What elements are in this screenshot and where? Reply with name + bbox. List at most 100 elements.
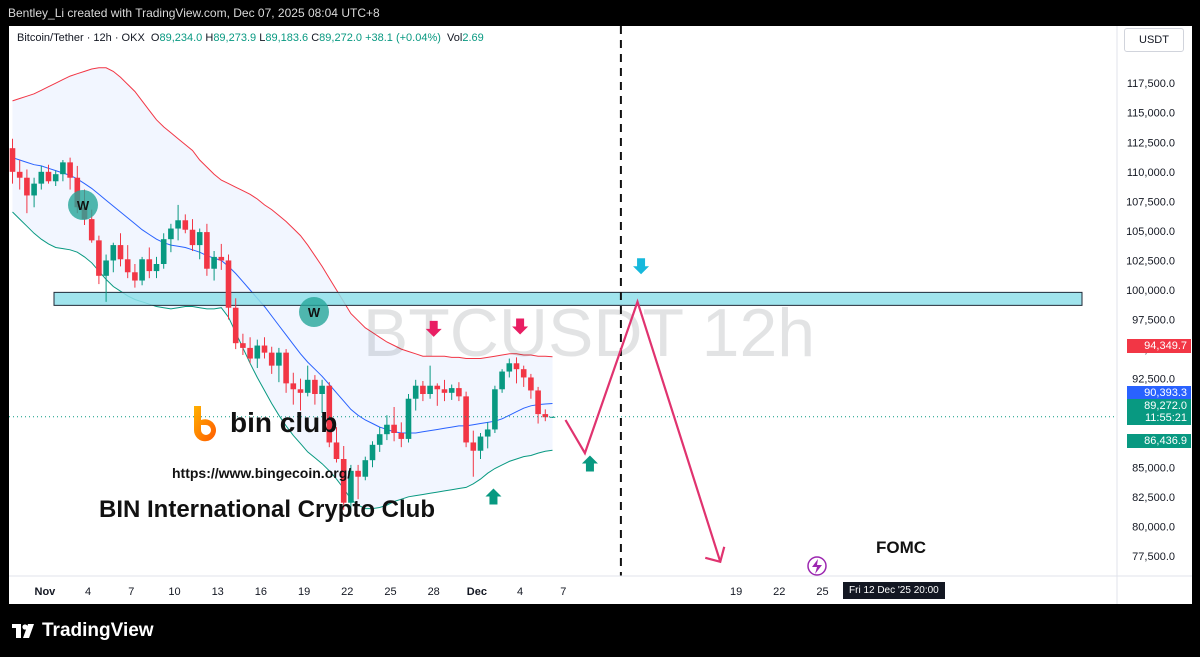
publish-header: Bentley_Li created with TradingView.com,… [0, 0, 1200, 26]
footer-logo-text: TradingView [42, 620, 154, 641]
w-pattern-marker [299, 297, 329, 327]
candlestick-chart[interactable]: BTCUSDT 12h 77,500.0 80,000.0 82,500.0 85,0… [9, 26, 1192, 604]
candle-body [355, 470, 361, 477]
candle-body [204, 232, 210, 269]
candle-body [232, 307, 239, 344]
crosshair-time-label: Fri 12 Dec '25 20:00 [843, 582, 945, 599]
candle-body [52, 174, 59, 182]
candle-body [96, 240, 102, 276]
close-value: 89,272.0 [319, 32, 362, 44]
candle-body [38, 171, 45, 184]
candle-body [535, 390, 541, 415]
candle-body [333, 442, 340, 459]
fomc-label: FOMC [876, 538, 927, 557]
ohlc-legend: Bitcoin/Tether · 12h · OKX O89,234.0 H89… [17, 32, 484, 44]
time-tick-label: 25 [816, 586, 828, 598]
candle-body [326, 385, 333, 443]
price-tick-label: 112,500.0 [1127, 137, 1175, 149]
last-price-tag: 89,272.0 11:55:21 [1127, 399, 1191, 425]
price-tick-label: 92,500.0 [1132, 374, 1175, 386]
bin-logo-icon [193, 406, 216, 442]
high-label: H [205, 32, 214, 44]
candle-body [434, 385, 441, 390]
candle-body [420, 385, 426, 394]
alert-bolt-glyph [812, 559, 822, 574]
w-pattern-label: W [77, 198, 90, 213]
bearish-arrow-icon [512, 318, 529, 335]
candle-body [196, 232, 203, 246]
projection-path [564, 298, 722, 563]
candle-body [24, 177, 30, 196]
candle-body [499, 371, 505, 390]
candle-body [67, 162, 73, 178]
time-tick-label: 25 [384, 586, 396, 598]
publish-line: Bentley_Li created with TradingView.com,… [8, 6, 380, 20]
time-tick-label: 22 [773, 586, 785, 598]
candle-body [477, 436, 484, 451]
candle-body [60, 162, 66, 175]
volume-value: 2.69 [462, 32, 484, 44]
countdown-timer: 11:55:21 [1144, 412, 1187, 424]
price-tick-label: 105,000.0 [1126, 226, 1175, 238]
time-tick-label: 7 [560, 586, 566, 598]
candle-body [369, 444, 376, 461]
candle-body [463, 396, 469, 443]
time-tick-label: 28 [428, 586, 440, 598]
candle-body [189, 229, 196, 246]
candle-body [261, 345, 268, 353]
low-value: 89,183.6 [265, 32, 309, 44]
time-tick-label: 22 [341, 586, 353, 598]
bin-club-title: BIN International Crypto Club [99, 496, 435, 523]
tradingview-logo[interactable]: TradingView [12, 620, 154, 642]
candle-body [405, 398, 412, 439]
candle-body [45, 171, 52, 182]
bollinger-lower-line [12, 211, 553, 510]
w-pattern-marker [68, 190, 98, 220]
candle-body [117, 245, 124, 260]
candle-body [304, 379, 311, 393]
candle-body [492, 389, 498, 430]
candle-body [470, 442, 477, 451]
time-tick-label: 19 [298, 586, 310, 598]
candle-body [153, 264, 160, 272]
candle-body [110, 245, 117, 261]
candle-body [132, 272, 138, 281]
low-label: L [259, 32, 266, 44]
high-value: 89,273.9 [213, 32, 257, 44]
footer-bar [0, 604, 1200, 657]
price-tick-label: 82,500.0 [1132, 492, 1175, 504]
candle-body [319, 385, 325, 394]
candle-body [254, 345, 261, 359]
candle-body [16, 171, 23, 178]
candle-body [528, 377, 534, 391]
tradingview-mark-icon [12, 624, 34, 638]
price-tick-label: 77,500.0 [1132, 551, 1175, 563]
candle-body [427, 385, 433, 394]
candle-body [542, 414, 549, 418]
close-label: C [311, 32, 320, 44]
open-label: O [150, 32, 160, 44]
candle-body [506, 363, 513, 372]
candle-body [398, 433, 405, 439]
candle-body [9, 148, 16, 172]
candle-body [290, 383, 297, 390]
candle-body [182, 220, 189, 230]
time-tick-label: 4 [517, 586, 523, 598]
candle-body [31, 183, 37, 196]
bollinger-basis-line [12, 157, 553, 434]
candle-body [218, 256, 225, 261]
candle-body [139, 259, 145, 281]
candle-body [211, 256, 217, 269]
candle-body [441, 389, 448, 393]
w-pattern-label: W [308, 305, 321, 320]
candle-body [362, 460, 369, 477]
bollinger-upper-line [12, 67, 553, 359]
candle-body [103, 260, 109, 276]
candle-body [225, 260, 232, 308]
currency-button[interactable]: USDT [1124, 28, 1184, 52]
candle-body [484, 429, 491, 437]
price-tick-label: 100,000.0 [1126, 285, 1175, 297]
candle-body [384, 424, 390, 435]
bin-club-url[interactable]: https://www.bingecoin.org/ [172, 465, 352, 481]
candle-body [124, 259, 131, 273]
